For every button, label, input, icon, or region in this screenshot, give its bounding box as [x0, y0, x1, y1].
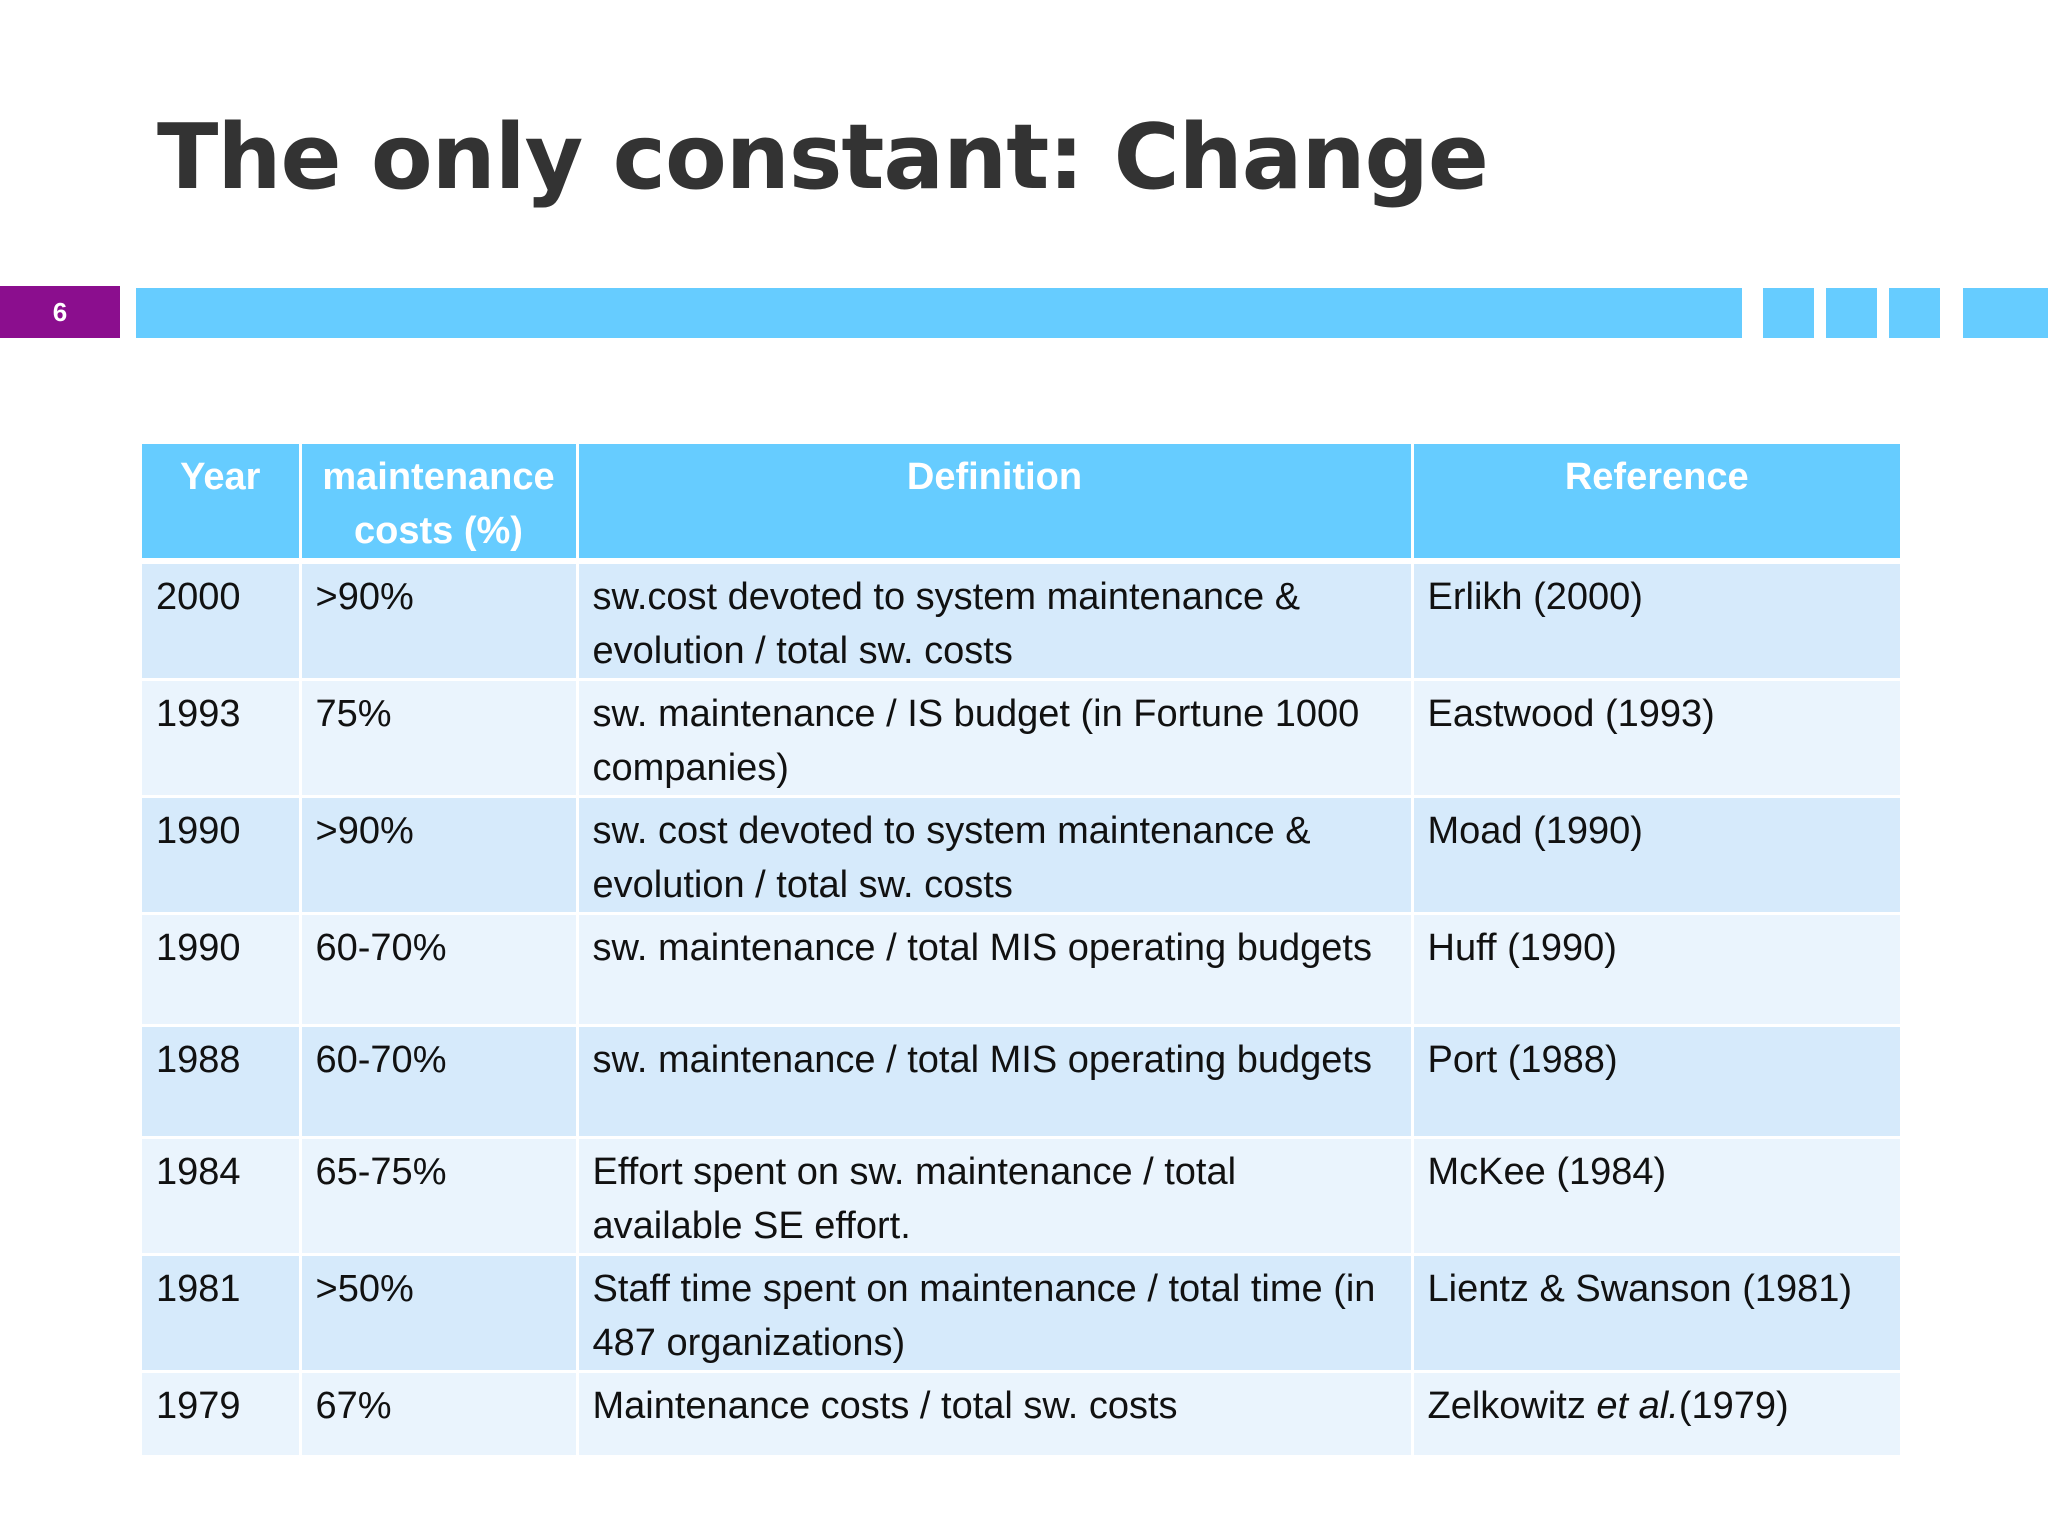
header-definition: Definition: [577, 444, 1414, 564]
table-row: 1990 60-70% sw. maintenance / total MIS …: [142, 913, 1900, 1027]
cell-year: 2000: [142, 561, 302, 681]
slide-number-badge: 6: [0, 286, 120, 338]
table-row: 1988 60-70% sw. maintenance / total MIS …: [142, 1025, 1900, 1139]
cell-cost: 65-75%: [300, 1137, 579, 1256]
cell-year: 1993: [142, 679, 302, 798]
accent-square: [1963, 288, 2048, 338]
cell-reference: Lientz & Swanson (1981): [1412, 1254, 1900, 1373]
table-row: 1990 >90% sw. cost devoted to system mai…: [142, 796, 1900, 915]
cell-cost: 75%: [300, 679, 579, 798]
cell-definition: sw. maintenance / total MIS operating bu…: [577, 913, 1414, 1027]
cell-cost: 60-70%: [300, 913, 579, 1027]
header-year: Year: [142, 444, 302, 564]
accent-square: [1826, 288, 1877, 338]
cell-reference: Eastwood (1993): [1412, 679, 1900, 798]
table-row: 1993 75% sw. maintenance / IS budget (in…: [142, 679, 1900, 798]
table-row: 1984 65-75% Effort spent on sw. maintena…: [142, 1137, 1900, 1256]
slide-number: 6: [52, 296, 68, 327]
table-header-row: Year maintenance costs (%) Definition Re…: [142, 444, 1900, 564]
cell-definition: sw. maintenance / IS budget (in Fortune …: [577, 679, 1414, 798]
reference-year: (1979): [1678, 1385, 1789, 1427]
cell-reference: McKee (1984): [1412, 1137, 1900, 1256]
cell-reference: Erlikh (2000): [1412, 561, 1900, 681]
reference-author: Zelkowitz: [1427, 1385, 1597, 1427]
cell-definition: Effort spent on sw. maintenance / total …: [577, 1137, 1414, 1256]
slide-title: The only constant: Change: [157, 105, 1489, 210]
cell-year: 1988: [142, 1025, 302, 1139]
cell-reference: Zelkowitz et al.(1979): [1412, 1371, 1900, 1458]
cell-definition: Staff time spent on maintenance / total …: [577, 1254, 1414, 1373]
cell-cost: 60-70%: [300, 1025, 579, 1139]
cell-year: 1981: [142, 1254, 302, 1373]
header-maintenance-costs: maintenance costs (%): [300, 444, 579, 564]
cell-year: 1990: [142, 913, 302, 1027]
accent-square: [1763, 288, 1814, 338]
table-row: 2000 >90% sw.cost devoted to system main…: [142, 561, 1900, 681]
header-reference: Reference: [1412, 444, 1900, 564]
header-accent-bar: [136, 288, 1742, 338]
cell-reference: Huff (1990): [1412, 913, 1900, 1027]
accent-square: [1889, 288, 1940, 338]
maintenance-cost-table: Year maintenance costs (%) Definition Re…: [142, 444, 1900, 1458]
cell-year: 1990: [142, 796, 302, 915]
reference-et-al: et al.: [1596, 1385, 1679, 1427]
cell-cost: >90%: [300, 796, 579, 915]
cell-cost: 67%: [300, 1371, 579, 1458]
cell-reference: Moad (1990): [1412, 796, 1900, 915]
cell-definition: sw. cost devoted to system maintenance &…: [577, 796, 1414, 915]
cell-year: 1979: [142, 1371, 302, 1458]
cell-cost: >90%: [300, 561, 579, 681]
cell-definition: sw. maintenance / total MIS operating bu…: [577, 1025, 1414, 1139]
cell-year: 1984: [142, 1137, 302, 1256]
cell-definition: sw.cost devoted to system maintenance & …: [577, 561, 1414, 681]
table-row: 1981 >50% Staff time spent on maintenanc…: [142, 1254, 1900, 1373]
cell-reference: Port (1988): [1412, 1025, 1900, 1139]
cell-definition: Maintenance costs / total sw. costs: [577, 1371, 1414, 1458]
cell-cost: >50%: [300, 1254, 579, 1373]
table-row: 1979 67% Maintenance costs / total sw. c…: [142, 1371, 1900, 1458]
